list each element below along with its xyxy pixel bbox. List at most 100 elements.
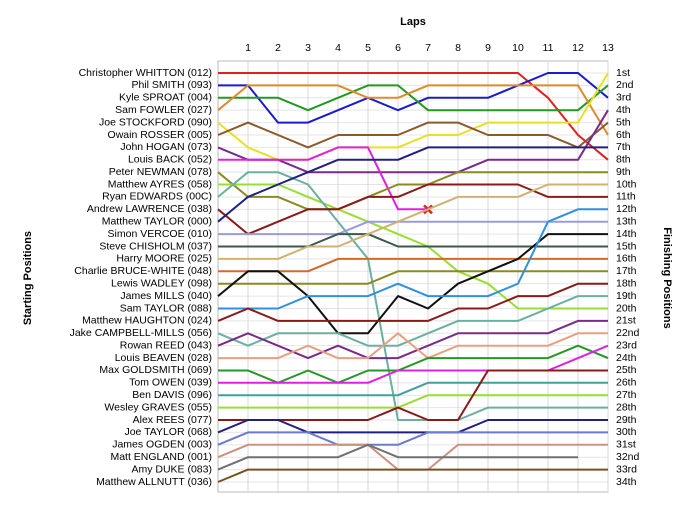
y-tick-label: Owain ROSSER (005) (108, 129, 212, 141)
x-tick-label: 4 (335, 42, 341, 54)
y2-tick-label: 27th (616, 389, 637, 401)
y2-tick-label: 13th (616, 216, 637, 228)
driver-line (218, 332, 608, 360)
driver-line (218, 208, 608, 310)
x-tick-label: 7 (425, 42, 431, 54)
driver-line (217, 431, 608, 446)
y-tick-label: Lewis WADLEY (098) (111, 277, 212, 289)
y-tick-label: Max GOLDSMITH (069) (99, 364, 212, 376)
driver-line (217, 419, 608, 434)
y-tick-label: Rowan REED (043) (120, 339, 212, 351)
y-tick-label: James MILLS (040) (120, 290, 212, 302)
y2-tick-label: 31st (616, 439, 636, 451)
driver-line (218, 369, 608, 421)
driver-line (217, 146, 608, 223)
driver-line (217, 84, 609, 136)
driver-line (218, 257, 608, 273)
driver-line (217, 282, 608, 322)
y-tick-label: Alex REES (077) (133, 414, 212, 426)
y2-tick-label: 22nd (616, 327, 640, 339)
y2-tick-label: 9th (616, 166, 631, 178)
driver-line (217, 171, 608, 421)
y-tick-label: Louis BEAVEN (028) (115, 352, 212, 364)
driver-line (217, 109, 609, 174)
y-tick-label: Matthew AYRES (058) (108, 178, 212, 190)
y-tick-label: Ryan EDWARDS (00C) (102, 191, 212, 203)
driver-line (217, 295, 608, 347)
y-tick-label: Joe STOCKFORD (090) (99, 116, 212, 128)
y-tick-label: Andrew LAWRENCE (038) (87, 203, 212, 215)
y-tick-label: Matthew HAUGHTON (024) (82, 315, 212, 327)
y-tick-label: Simon VERCOE (010) (108, 228, 212, 240)
x-tick-label: 3 (305, 42, 311, 54)
driver-line (218, 183, 608, 310)
driver-line (218, 220, 608, 236)
y2-tick-label: 21st (616, 315, 636, 327)
y2-tick-label: 28th (616, 401, 637, 413)
x-tick-label: 5 (365, 42, 371, 54)
y2-tick-label: 25th (616, 364, 637, 376)
y2-tick-label: 5th (616, 116, 631, 128)
driver-line (218, 146, 428, 211)
y2-tick-label: 11th (616, 191, 636, 203)
y2-tick-label: 23rd (616, 339, 637, 351)
y-tick-label: Steve CHISHOLM (037) (99, 240, 212, 252)
driver-line (218, 183, 608, 260)
y-tick-label: Kyle SPROAT (004) (119, 92, 212, 104)
y2-tick-label: 7th (616, 141, 631, 153)
y-tick-label: Amy DUKE (083) (131, 463, 212, 475)
y2-tick-label: 14th (616, 228, 637, 240)
x-tick-label: 8 (455, 42, 461, 54)
y2-tick-label: 17th (616, 265, 637, 277)
x-tick-label: 9 (485, 42, 491, 54)
y2-tick-label: 30th (616, 426, 637, 438)
y-tick-label: Jake CAMPBELL-MILLS (056) (70, 327, 212, 339)
y2-tick-label: 4th (616, 104, 631, 116)
y2-tick-label: 2nd (616, 79, 634, 91)
y-tick-label: Matt ENGLAND (001) (110, 451, 212, 463)
y-tick-label: James OGDEN (003) (112, 439, 212, 451)
y2-axis-label: Finishing Positions (661, 227, 673, 328)
driver-line (217, 468, 608, 483)
driver-line (217, 183, 608, 236)
y2-tick-label: 34th (616, 476, 637, 488)
x-tick-label: 11 (543, 42, 554, 54)
x-tick-label: 12 (572, 42, 584, 54)
driver-line (217, 319, 608, 360)
y2-tick-label: 1st (616, 67, 630, 79)
y-tick-label: John HOGAN (073) (120, 141, 212, 153)
y2-tick-label: 19th (616, 290, 637, 302)
y2-tick-label: 29th (616, 414, 637, 426)
y-tick-label: Charlie BRUCE-WHITE (048) (74, 265, 212, 277)
driver-line (218, 270, 608, 285)
driver-line (218, 344, 609, 384)
y-axis-label: Starting Positions (22, 231, 34, 325)
y-tick-label: Harry MOORE (025) (116, 253, 212, 265)
y-tick-label: Peter NEWMAN (078) (109, 166, 212, 178)
driver-line (217, 171, 608, 211)
driver-line (218, 72, 609, 124)
x-tick-label: 13 (602, 42, 614, 54)
y2-tick-label: 26th (616, 377, 637, 389)
y-tick-label: Sam FOWLER (027) (115, 104, 212, 116)
y-tick-label: Tom OWEN (039) (129, 377, 212, 389)
driver-line (218, 72, 609, 161)
y2-tick-label: 10th (616, 178, 637, 190)
y-tick-label: Christopher WHITTON (012) (79, 67, 212, 79)
driver-line (218, 394, 608, 409)
x-tick-label: 6 (395, 42, 401, 54)
y2-tick-label: 16th (616, 253, 637, 265)
driver-line (217, 121, 609, 149)
y2-tick-label: 18th (616, 277, 637, 289)
driver-line (217, 233, 608, 335)
y-tick-label: Wesley GRAVES (055) (104, 401, 212, 413)
y-tick-label: Matthew TAYLOR (000) (102, 216, 212, 228)
y-tick-label: Phil SMITH (093) (131, 79, 212, 91)
y2-tick-label: 33rd (616, 463, 637, 475)
y2-tick-label: 3rd (616, 92, 631, 104)
x-tick-label: 2 (275, 42, 281, 54)
driver-line (218, 381, 608, 397)
y2-tick-label: 6th (616, 129, 631, 141)
y-tick-label: Ben DAVIS (096) (132, 389, 212, 401)
